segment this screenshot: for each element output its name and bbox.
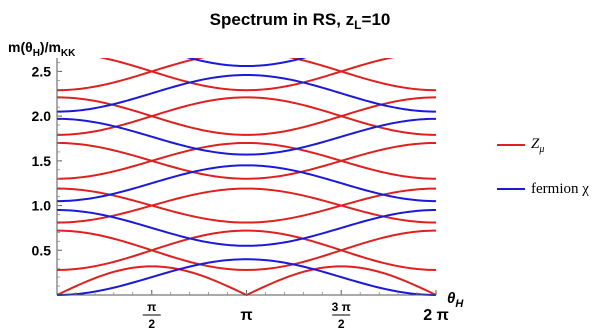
z-mu-curve-5-0 [98,58,395,92]
fermion-chi-curve-0 [56,258,437,296]
z-mu-curve-5-1 [56,58,437,92]
z-mu-curve-4-0 [56,96,437,136]
z-mu-curve-3-1 [56,141,437,180]
y-tick-label: 2.5 [32,63,52,79]
x-tick-label: π [240,307,252,324]
fermion-chi-curve-5 [186,58,307,68]
z-mu-curve-2-0 [56,187,437,224]
fermion-chi-curve-3 [56,117,437,156]
x-tick-label-num: 3 π [332,300,351,314]
z-mu-curve-4-1 [56,96,437,136]
x-tick-label-num: π [147,300,156,314]
legend-label-fermion-chi: fermion χ [531,180,589,197]
fermion-chi-curve-2 [56,164,437,203]
series-layer [56,58,437,297]
z-mu-curve-3-0 [56,141,437,180]
y-tick-label: 2.0 [32,108,52,124]
legend-swatch-blue [497,188,525,190]
z-mu-curve-2-1 [56,187,437,224]
y-tick-label: 1.0 [32,198,52,214]
legend: Zμ fermion χ [497,135,601,223]
x-tick-label-den: 2 [148,317,155,331]
fermion-chi-curve-4 [56,73,437,113]
z-mu-curve-1-0 [56,229,437,271]
z-mu-curve-1-1 [56,229,437,271]
x-tick-label: 2 π [423,307,449,324]
axis-layer: 0.5 1.0 1.5 2.0 2.5 π 2 π 3 π 2 2 π [32,58,449,331]
y-tick-label: 1.5 [32,153,52,169]
legend-label-z-mu: Zμ [531,135,545,155]
y-tick-label: 0.5 [32,242,52,258]
fermion-chi-curve-1 [56,209,437,247]
legend-entry-fermion-chi: fermion χ [497,179,601,199]
legend-swatch-red [497,144,525,146]
legend-entry-z-mu: Zμ [497,135,601,155]
y-axis-label: m(θH)/mKK [8,39,76,59]
x-tick-label-den: 2 [338,317,345,331]
x-axis-label: θH [447,290,464,310]
chart-title: Spectrum in RS, zL=10 [210,10,391,32]
